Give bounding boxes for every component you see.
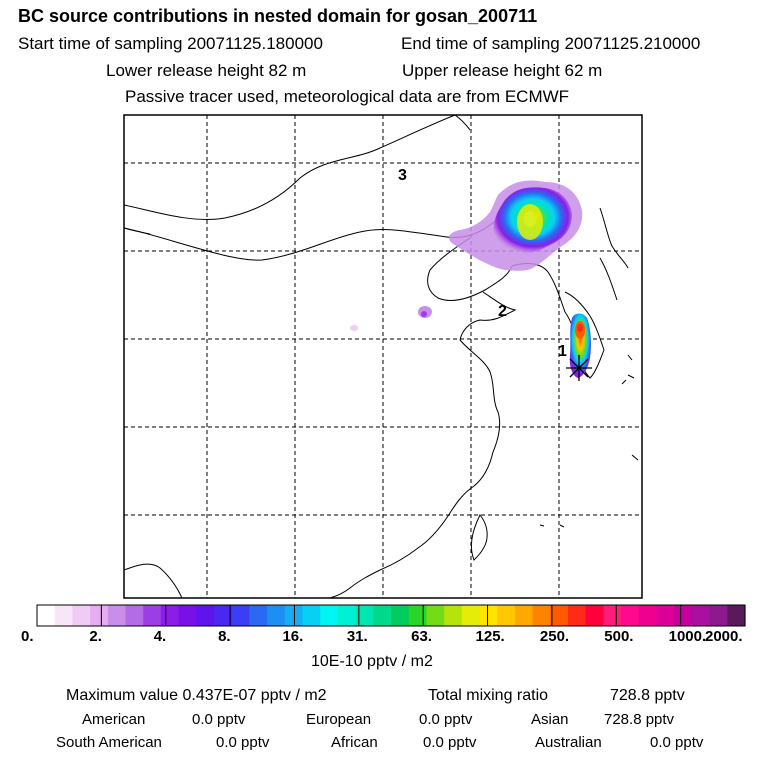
- color-bar-cell: [391, 605, 410, 626]
- color-bar-unit: 10E-10 pptv / m2: [311, 653, 433, 670]
- source-african-value: 0.0 pptv: [423, 734, 477, 751]
- plume-northeast: [448, 180, 583, 271]
- color-bar-cell: [284, 605, 304, 626]
- color-bar-cell: [674, 605, 693, 626]
- color-bar-tick-label: 16.: [282, 628, 304, 645]
- color-bar-cell: [302, 605, 321, 626]
- color-bar-cell: [532, 605, 551, 626]
- color-bar-cell: [638, 605, 658, 626]
- start-time-label: Start time of sampling 20071125.180000: [18, 34, 323, 53]
- color-bar: [36, 604, 746, 627]
- color-bar-cell: [709, 605, 728, 626]
- color-bar-cell: [337, 605, 357, 626]
- color-bar-cell: [479, 605, 498, 626]
- color-bar-cell: [621, 605, 640, 626]
- source-european-label: European: [306, 711, 372, 728]
- color-bar-tick-label: 8.: [218, 628, 231, 645]
- color-bar-cell: [656, 605, 675, 626]
- color-bar-tick-label: 4.: [153, 628, 167, 645]
- total-mixing-ratio-label: Total mixing ratio: [428, 687, 549, 704]
- source-american-value: 0.0 pptv: [192, 711, 246, 728]
- color-bar-cell: [54, 605, 73, 626]
- region-label-1: 1: [558, 343, 567, 360]
- map-frame: [123, 114, 643, 599]
- source-australian-label: Australian: [535, 734, 602, 751]
- source-australian-value: 0.0 pptv: [650, 734, 704, 751]
- color-bar-tick-label: 2000.: [705, 628, 743, 645]
- color-bar-cell: [691, 605, 711, 626]
- color-bar-frame: [36, 604, 746, 627]
- color-bar-cell: [426, 605, 445, 626]
- color-bar-tick-label: 500.: [604, 628, 634, 645]
- source-asian-label: Asian: [531, 711, 569, 728]
- source-american-label: American: [82, 711, 146, 728]
- color-bar-tick-label: 31.: [346, 628, 368, 645]
- source-asian-value: 728.8 pptv: [604, 711, 675, 728]
- lower-release-height-label: Lower release height 82 m: [106, 61, 307, 80]
- color-bar-cell: [90, 605, 109, 626]
- color-bar-cell: [461, 605, 481, 626]
- color-bar-tick-label: 63.: [411, 628, 433, 645]
- color-bar-cell: [267, 605, 286, 626]
- color-bar-cell: [143, 605, 162, 626]
- color-bar-cell: [603, 605, 622, 626]
- color-bar-cell: [107, 605, 127, 626]
- color-bar-tick-label: 250.: [539, 628, 570, 645]
- map-gridlines: [124, 115, 642, 598]
- plume-southwest-spots: [350, 306, 432, 331]
- color-bar-tick-label: 1000.: [668, 628, 707, 645]
- color-bar-cell: [178, 605, 197, 626]
- color-bar-cell: [497, 605, 516, 626]
- color-bar-tick-label: 0.: [21, 628, 34, 645]
- color-bar-cell: [444, 605, 463, 626]
- color-bar-tick-label: 2.: [89, 628, 102, 645]
- color-bar-cell: [514, 605, 534, 626]
- color-bar-cell: [72, 605, 91, 626]
- maximum-value-label: Maximum value 0.437E-07 pptv / m2: [66, 687, 327, 704]
- upper-release-height-label: Upper release height 62 m: [402, 61, 603, 80]
- tracer-info-label: Passive tracer used, meteorological data…: [125, 87, 570, 106]
- plot-title: BC source contributions in nested domain…: [18, 6, 538, 26]
- color-bar-cell: [550, 605, 569, 626]
- source-south-american-label: South American: [56, 734, 162, 751]
- color-bar-cell: [320, 605, 339, 626]
- source-african-label: African: [331, 734, 378, 751]
- color-bar-cell: [214, 605, 233, 626]
- total-mixing-ratio-value: 728.8 pptv: [610, 687, 685, 704]
- color-bar-cell: [160, 605, 180, 626]
- color-bar-cell: [568, 605, 587, 626]
- source-european-value: 0.0 pptv: [419, 711, 473, 728]
- receptor-star-icon: [566, 355, 592, 381]
- color-bar-cell: [231, 605, 250, 626]
- color-bar-cell: [355, 605, 374, 626]
- color-bar-cell: [373, 605, 392, 626]
- color-bar-cell: [585, 605, 604, 626]
- source-south-american-value: 0.0 pptv: [216, 734, 270, 751]
- color-bar-cell: [727, 605, 746, 626]
- end-time-label: End time of sampling 20071125.210000: [401, 34, 701, 53]
- color-bar-cell: [196, 605, 215, 626]
- color-bar-cell: [37, 605, 56, 626]
- region-label-3: 3: [398, 167, 407, 184]
- region-label-2: 2: [498, 303, 507, 320]
- color-bar-cell: [249, 605, 268, 626]
- color-bar-tick-label: 125.: [475, 628, 505, 645]
- color-bar-cell: [408, 605, 427, 626]
- color-bar-cell: [125, 605, 144, 626]
